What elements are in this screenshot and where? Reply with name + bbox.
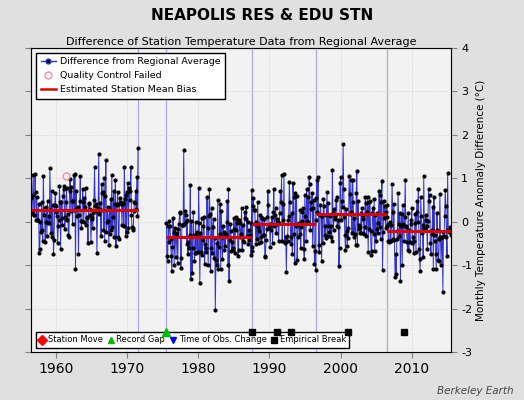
Legend: Station Move, Record Gap, Time of Obs. Change, Empirical Break: Station Move, Record Gap, Time of Obs. C… — [36, 332, 350, 348]
Text: NEAPOLIS RES & EDU STN: NEAPOLIS RES & EDU STN — [151, 8, 373, 23]
Text: Berkeley Earth: Berkeley Earth — [437, 386, 514, 396]
Y-axis label: Monthly Temperature Anomaly Difference (°C): Monthly Temperature Anomaly Difference (… — [476, 79, 486, 321]
Title: Difference of Station Temperature Data from Regional Average: Difference of Station Temperature Data f… — [66, 37, 416, 47]
